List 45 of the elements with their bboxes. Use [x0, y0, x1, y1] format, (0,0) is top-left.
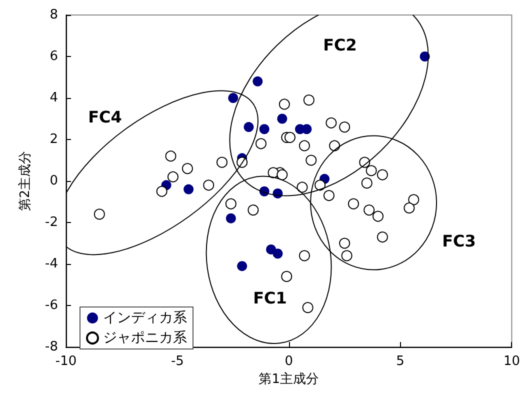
- annotation: FC3: [442, 232, 476, 250]
- point: [376, 232, 388, 243]
- annotation: FC4: [88, 108, 122, 126]
- point: [281, 270, 292, 282]
- point: [302, 302, 314, 314]
- x-tick-label: 5: [396, 354, 404, 369]
- point: [226, 213, 236, 224]
- y-tick-label: -2: [45, 215, 58, 230]
- x-tick-label: -10: [55, 354, 77, 369]
- point: [94, 208, 105, 220]
- point: [182, 163, 193, 174]
- y-tick-label: 8: [50, 8, 58, 22]
- y-tick-label: -8: [45, 340, 58, 354]
- y-tick-label: 4: [50, 90, 58, 106]
- point: [165, 150, 176, 162]
- point: [237, 261, 248, 272]
- point: [167, 171, 178, 182]
- legend-label: ジャポニカ系: [103, 330, 187, 346]
- point: [225, 198, 236, 210]
- annotation: FC1: [253, 288, 287, 308]
- y-tick-label: 0: [50, 174, 58, 188]
- point: [372, 210, 384, 222]
- x-tick-label: 10: [503, 354, 520, 369]
- y-tick-label: 6: [50, 49, 58, 64]
- x-tick-label: -5: [170, 354, 184, 369]
- legend-label: インディカ系: [103, 310, 187, 326]
- point: [348, 198, 359, 210]
- y-tick-label: 2: [50, 132, 58, 147]
- point: [404, 202, 415, 214]
- y-tick-label: -4: [45, 256, 58, 272]
- point: [216, 156, 228, 168]
- x-axis-title: 第1主成分: [258, 371, 320, 387]
- point: [184, 184, 194, 194]
- point: [341, 250, 352, 262]
- annotation: FC2: [323, 36, 357, 54]
- y-axis-title: 第2主成分: [17, 150, 33, 212]
- y-tick-label: -6: [45, 298, 58, 313]
- point: [339, 238, 350, 249]
- point: [298, 250, 310, 262]
- point: [248, 204, 259, 216]
- point: [203, 180, 214, 191]
- point: [364, 204, 375, 216]
- point: [156, 186, 168, 197]
- point: [272, 248, 283, 259]
- x-tick-label: 0: [284, 354, 294, 369]
